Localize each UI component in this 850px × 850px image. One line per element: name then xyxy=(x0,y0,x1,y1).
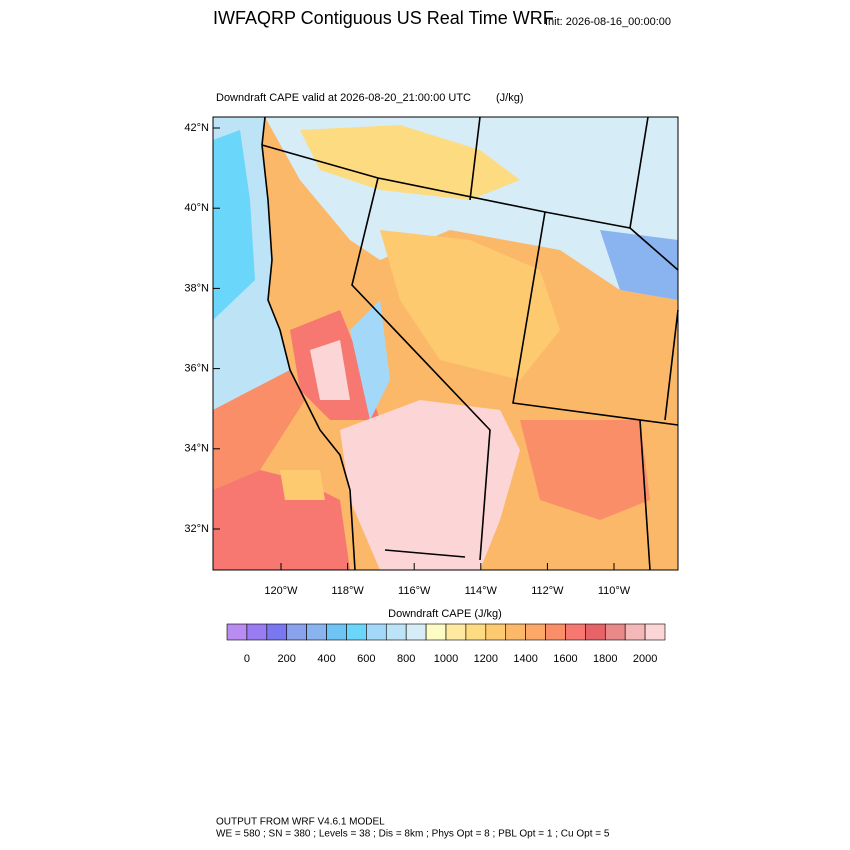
lon-label: 110°W xyxy=(598,585,631,597)
lat-label: 40°N xyxy=(184,202,209,214)
coastline xyxy=(261,116,356,571)
border xyxy=(384,549,466,558)
map-frame xyxy=(212,116,679,571)
colorbar-label: 1600 xyxy=(553,653,577,665)
lat-label: 34°N xyxy=(184,443,209,455)
color-box xyxy=(266,623,288,641)
lon-label: 118°W xyxy=(331,585,364,597)
state-border xyxy=(351,177,491,561)
colorbar-label: 1000 xyxy=(434,653,458,665)
color-box xyxy=(525,623,546,641)
field xyxy=(300,125,520,200)
field xyxy=(280,470,325,500)
field xyxy=(340,400,520,570)
ocean xyxy=(213,130,255,320)
color-box xyxy=(306,623,327,641)
color-box xyxy=(326,623,347,641)
lon-label: 112°W xyxy=(531,585,564,597)
footer-line: WE = 580 ; SN = 380 ; Levels = 38 ; Dis … xyxy=(216,829,610,840)
color-box xyxy=(346,623,367,641)
color-box xyxy=(445,623,467,641)
ocean xyxy=(213,370,305,490)
subtitle: Downdraft CAPE valid at 2026-08-20_21:00… xyxy=(216,92,471,104)
lon-label: 120°W xyxy=(264,585,298,597)
units: (J/kg) xyxy=(496,92,524,104)
color-box xyxy=(604,623,626,641)
colorbar-label: 2000 xyxy=(633,653,657,665)
init-time: Init: 2026-08-16_00:00:00 xyxy=(545,16,671,28)
field xyxy=(520,420,650,520)
title: IWFAQRP Contiguous US Real Time WRF xyxy=(213,8,554,28)
field xyxy=(380,230,560,380)
colorbar-label: 200 xyxy=(278,653,296,665)
borders xyxy=(261,116,679,571)
color-box xyxy=(565,623,586,641)
state-border xyxy=(664,309,679,421)
lon-label: 114°W xyxy=(465,585,498,597)
colorbar-label: 600 xyxy=(357,653,375,665)
color-box xyxy=(585,623,606,641)
colorbar-label: 1400 xyxy=(513,653,537,665)
color-box xyxy=(545,623,566,641)
state-border xyxy=(512,211,679,426)
color-box xyxy=(465,623,487,641)
state-border xyxy=(629,116,679,271)
colorbar-label: 0 xyxy=(244,653,250,665)
state-border xyxy=(469,116,481,201)
field xyxy=(350,300,390,420)
color-box xyxy=(246,623,268,641)
lon-label: 116°W xyxy=(398,585,431,597)
color-box xyxy=(405,623,427,641)
lat-label: 32°N xyxy=(184,523,209,535)
lat-label: 36°N xyxy=(184,363,209,375)
colorbar-label: 800 xyxy=(397,653,415,665)
colorbar-label: 400 xyxy=(317,653,335,665)
color-box xyxy=(226,623,248,641)
state-border xyxy=(639,419,651,571)
color-box xyxy=(385,623,407,641)
color-box xyxy=(624,623,646,641)
colorbar-label: 1800 xyxy=(593,653,617,665)
color-box xyxy=(505,623,526,641)
field xyxy=(310,340,350,400)
state-border xyxy=(261,144,631,229)
color-box xyxy=(485,623,507,641)
color-box xyxy=(425,623,447,641)
lat-label: 42°N xyxy=(184,122,209,134)
footer-line: OUTPUT FROM WRF V4.6.1 MODEL xyxy=(216,817,385,828)
lat-label: 38°N xyxy=(184,282,209,294)
colorbar-title: Downdraft CAPE (J/kg) xyxy=(388,608,502,620)
color-box xyxy=(644,623,666,641)
color-box xyxy=(366,623,387,641)
color-box xyxy=(286,623,307,641)
field xyxy=(600,230,678,300)
colorbar-label: 1200 xyxy=(474,653,498,665)
